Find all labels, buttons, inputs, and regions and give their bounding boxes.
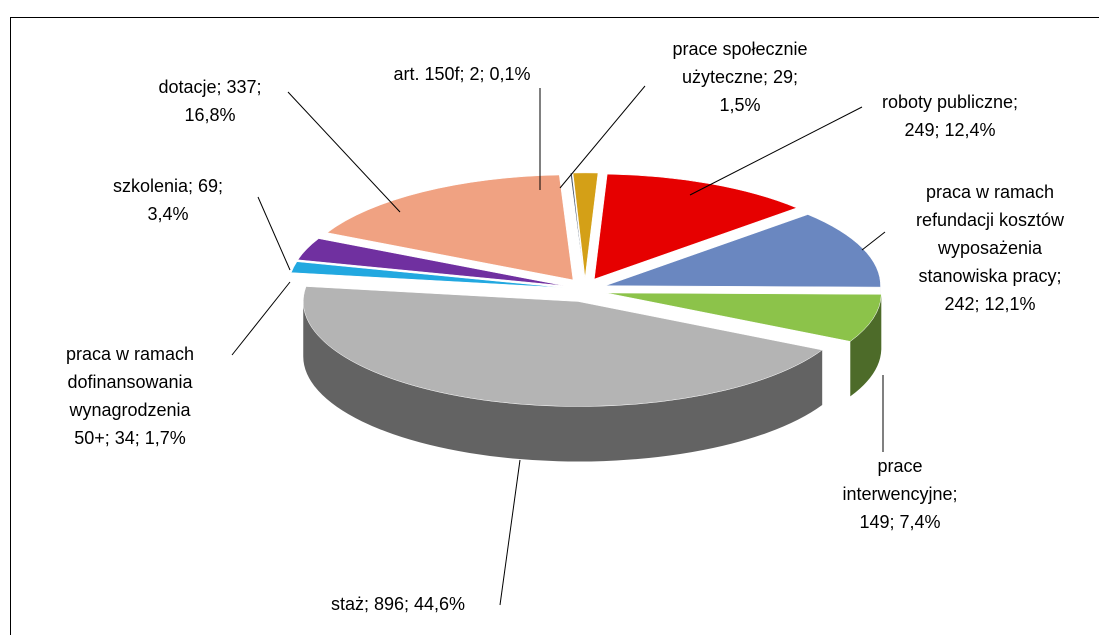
data-label: staż; 896; 44,6% xyxy=(331,594,465,614)
leader-line xyxy=(861,231,886,251)
leader-line xyxy=(287,91,401,213)
leader-line xyxy=(559,85,646,189)
data-label: użyteczne; 29; xyxy=(682,67,798,87)
data-label: stanowiska pracy; xyxy=(918,266,1061,286)
data-label: art. 150f; 2; 0,1% xyxy=(393,64,530,84)
data-label: wynagrodzenia xyxy=(68,400,191,420)
slice xyxy=(290,261,564,288)
leader-line xyxy=(499,459,521,606)
data-label: 3,4% xyxy=(147,204,188,224)
data-label: praca w ramach xyxy=(926,182,1054,202)
slice xyxy=(297,238,565,287)
data-label: prace xyxy=(877,456,922,476)
slice xyxy=(303,286,823,407)
slice xyxy=(326,174,574,281)
data-label: prace społecznie xyxy=(672,39,807,59)
slice-side xyxy=(303,301,823,462)
data-label: dofinansowania xyxy=(67,372,193,392)
data-label: interwencyjne; xyxy=(842,484,957,504)
slice xyxy=(605,214,881,288)
data-label: roboty publiczne; xyxy=(882,92,1018,112)
leader-line xyxy=(257,196,291,271)
slice xyxy=(606,292,882,342)
data-label: 249; 12,4% xyxy=(904,120,995,140)
data-label: 1,5% xyxy=(719,95,760,115)
slice-side xyxy=(850,294,882,397)
data-label: 50+; 34; 1,7% xyxy=(74,428,186,448)
leader-line xyxy=(689,106,863,196)
data-label: wyposażenia xyxy=(937,238,1043,258)
data-label: dotacje; 337; xyxy=(158,77,261,97)
data-label: szkolenia; 69; xyxy=(113,176,223,196)
data-label: 149; 7,4% xyxy=(859,512,940,532)
data-label: refundacji kosztów xyxy=(916,210,1065,230)
data-label: praca w ramach xyxy=(66,344,194,364)
data-label: 242; 12,1% xyxy=(944,294,1035,314)
data-label: 16,8% xyxy=(184,105,235,125)
leader-line xyxy=(231,281,291,356)
